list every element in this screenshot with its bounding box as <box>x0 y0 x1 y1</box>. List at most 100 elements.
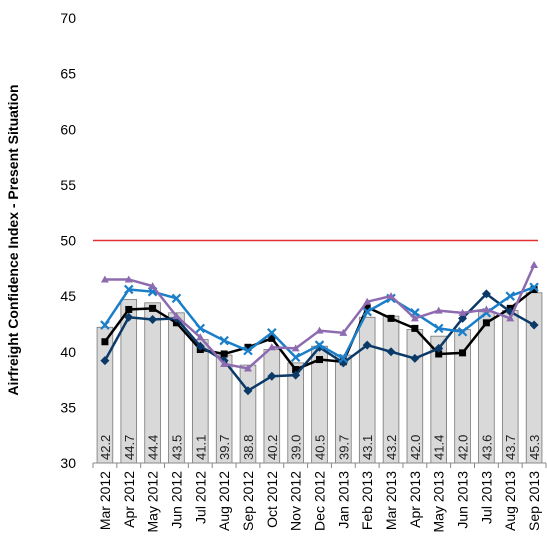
x-tick-label: Jul 2012 <box>192 471 208 524</box>
value-label: 43.6 <box>479 435 494 460</box>
x-tick-label: Jan 2013 <box>335 471 351 529</box>
marker <box>505 291 516 301</box>
y-axis-label: Airfreight Confidence Index - Present Si… <box>5 84 21 395</box>
marker <box>387 292 396 300</box>
value-label: 42.0 <box>408 435 423 460</box>
marker <box>267 371 277 381</box>
marker <box>243 386 253 396</box>
marker <box>386 347 396 357</box>
value-label: 44.7 <box>122 435 137 460</box>
value-label: 38.8 <box>241 435 256 460</box>
y-tick-label: 50 <box>60 233 76 249</box>
marker <box>506 314 515 322</box>
x-tick-label: May 2013 <box>431 471 447 533</box>
marker <box>172 312 181 320</box>
value-label: 42.2 <box>98 435 113 460</box>
marker <box>148 314 158 324</box>
marker <box>458 308 467 316</box>
marker <box>123 284 134 295</box>
value-label: 43.7 <box>503 435 518 460</box>
marker <box>482 305 491 313</box>
marker <box>458 313 468 323</box>
x-tick-label: Nov 2012 <box>288 471 304 531</box>
marker <box>363 297 372 305</box>
y-tick-label: 70 <box>60 10 76 26</box>
marker <box>339 328 348 336</box>
x-tick-label: Jul 2013 <box>478 471 494 524</box>
marker <box>196 333 205 341</box>
marker <box>100 320 110 330</box>
marker <box>195 341 205 351</box>
x-tick-label: Sep 2013 <box>526 471 542 531</box>
marker <box>220 350 228 358</box>
value-label: 40.2 <box>265 435 280 460</box>
marker <box>411 324 419 332</box>
x-tick-label: Feb 2013 <box>359 471 375 530</box>
x-tick-label: Aug 2012 <box>216 471 232 531</box>
marker <box>243 364 252 372</box>
value-label: 41.4 <box>432 435 447 460</box>
marker <box>457 326 468 337</box>
x-tick-label: Jun 2012 <box>168 471 184 529</box>
marker <box>267 328 277 338</box>
marker <box>292 366 300 374</box>
value-label: 45.3 <box>527 435 542 460</box>
marker <box>124 275 133 283</box>
marker <box>529 282 539 293</box>
y-tick-label: 65 <box>60 66 76 82</box>
marker <box>171 293 182 304</box>
marker <box>148 282 157 290</box>
marker <box>363 303 371 311</box>
y-tick-label: 60 <box>60 121 76 137</box>
value-label: 43.2 <box>384 435 399 460</box>
x-tick-label: Mar 2013 <box>383 471 399 530</box>
y-tick-label: 30 <box>60 455 76 471</box>
marker <box>410 314 419 322</box>
marker <box>316 356 323 364</box>
value-label: 43.5 <box>169 435 184 460</box>
marker <box>315 326 324 334</box>
x-tick-label: May 2012 <box>145 471 161 533</box>
x-tick-label: Oct 2012 <box>264 471 280 528</box>
marker <box>195 323 206 334</box>
marker <box>435 350 443 358</box>
marker <box>124 312 134 322</box>
marker <box>433 323 444 334</box>
x-tick-label: Jun 2013 <box>455 471 471 529</box>
x-tick-label: Sep 2012 <box>240 471 256 531</box>
value-label: 43.1 <box>360 435 375 460</box>
marker <box>434 306 443 314</box>
marker <box>219 335 229 346</box>
marker <box>481 289 491 299</box>
marker <box>530 285 538 293</box>
marker <box>243 345 253 356</box>
marker <box>125 305 133 313</box>
x-tick-label: Dec 2012 <box>312 471 328 531</box>
x-tick-label: Apr 2013 <box>407 471 423 528</box>
marker <box>338 353 349 364</box>
value-label: 40.5 <box>313 435 328 460</box>
marker <box>434 343 444 353</box>
marker <box>314 340 325 350</box>
marker <box>100 356 110 366</box>
marker <box>101 338 109 346</box>
marker <box>387 314 395 322</box>
marker <box>149 304 157 312</box>
value-label: 42.0 <box>456 435 471 460</box>
value-label: 39.7 <box>336 435 351 460</box>
x-tick-label: Apr 2012 <box>121 471 137 528</box>
marker <box>362 340 372 350</box>
marker <box>100 275 109 283</box>
value-label: 44.4 <box>146 435 161 460</box>
marker <box>244 343 252 351</box>
marker <box>291 370 301 380</box>
marker <box>290 352 301 363</box>
marker <box>267 343 276 351</box>
marker <box>482 319 490 327</box>
y-tick-label: 35 <box>60 399 76 415</box>
marker <box>220 359 229 367</box>
x-tick-label: Aug 2013 <box>502 471 518 531</box>
marker <box>291 344 300 352</box>
y-tick-label: 55 <box>60 177 76 193</box>
